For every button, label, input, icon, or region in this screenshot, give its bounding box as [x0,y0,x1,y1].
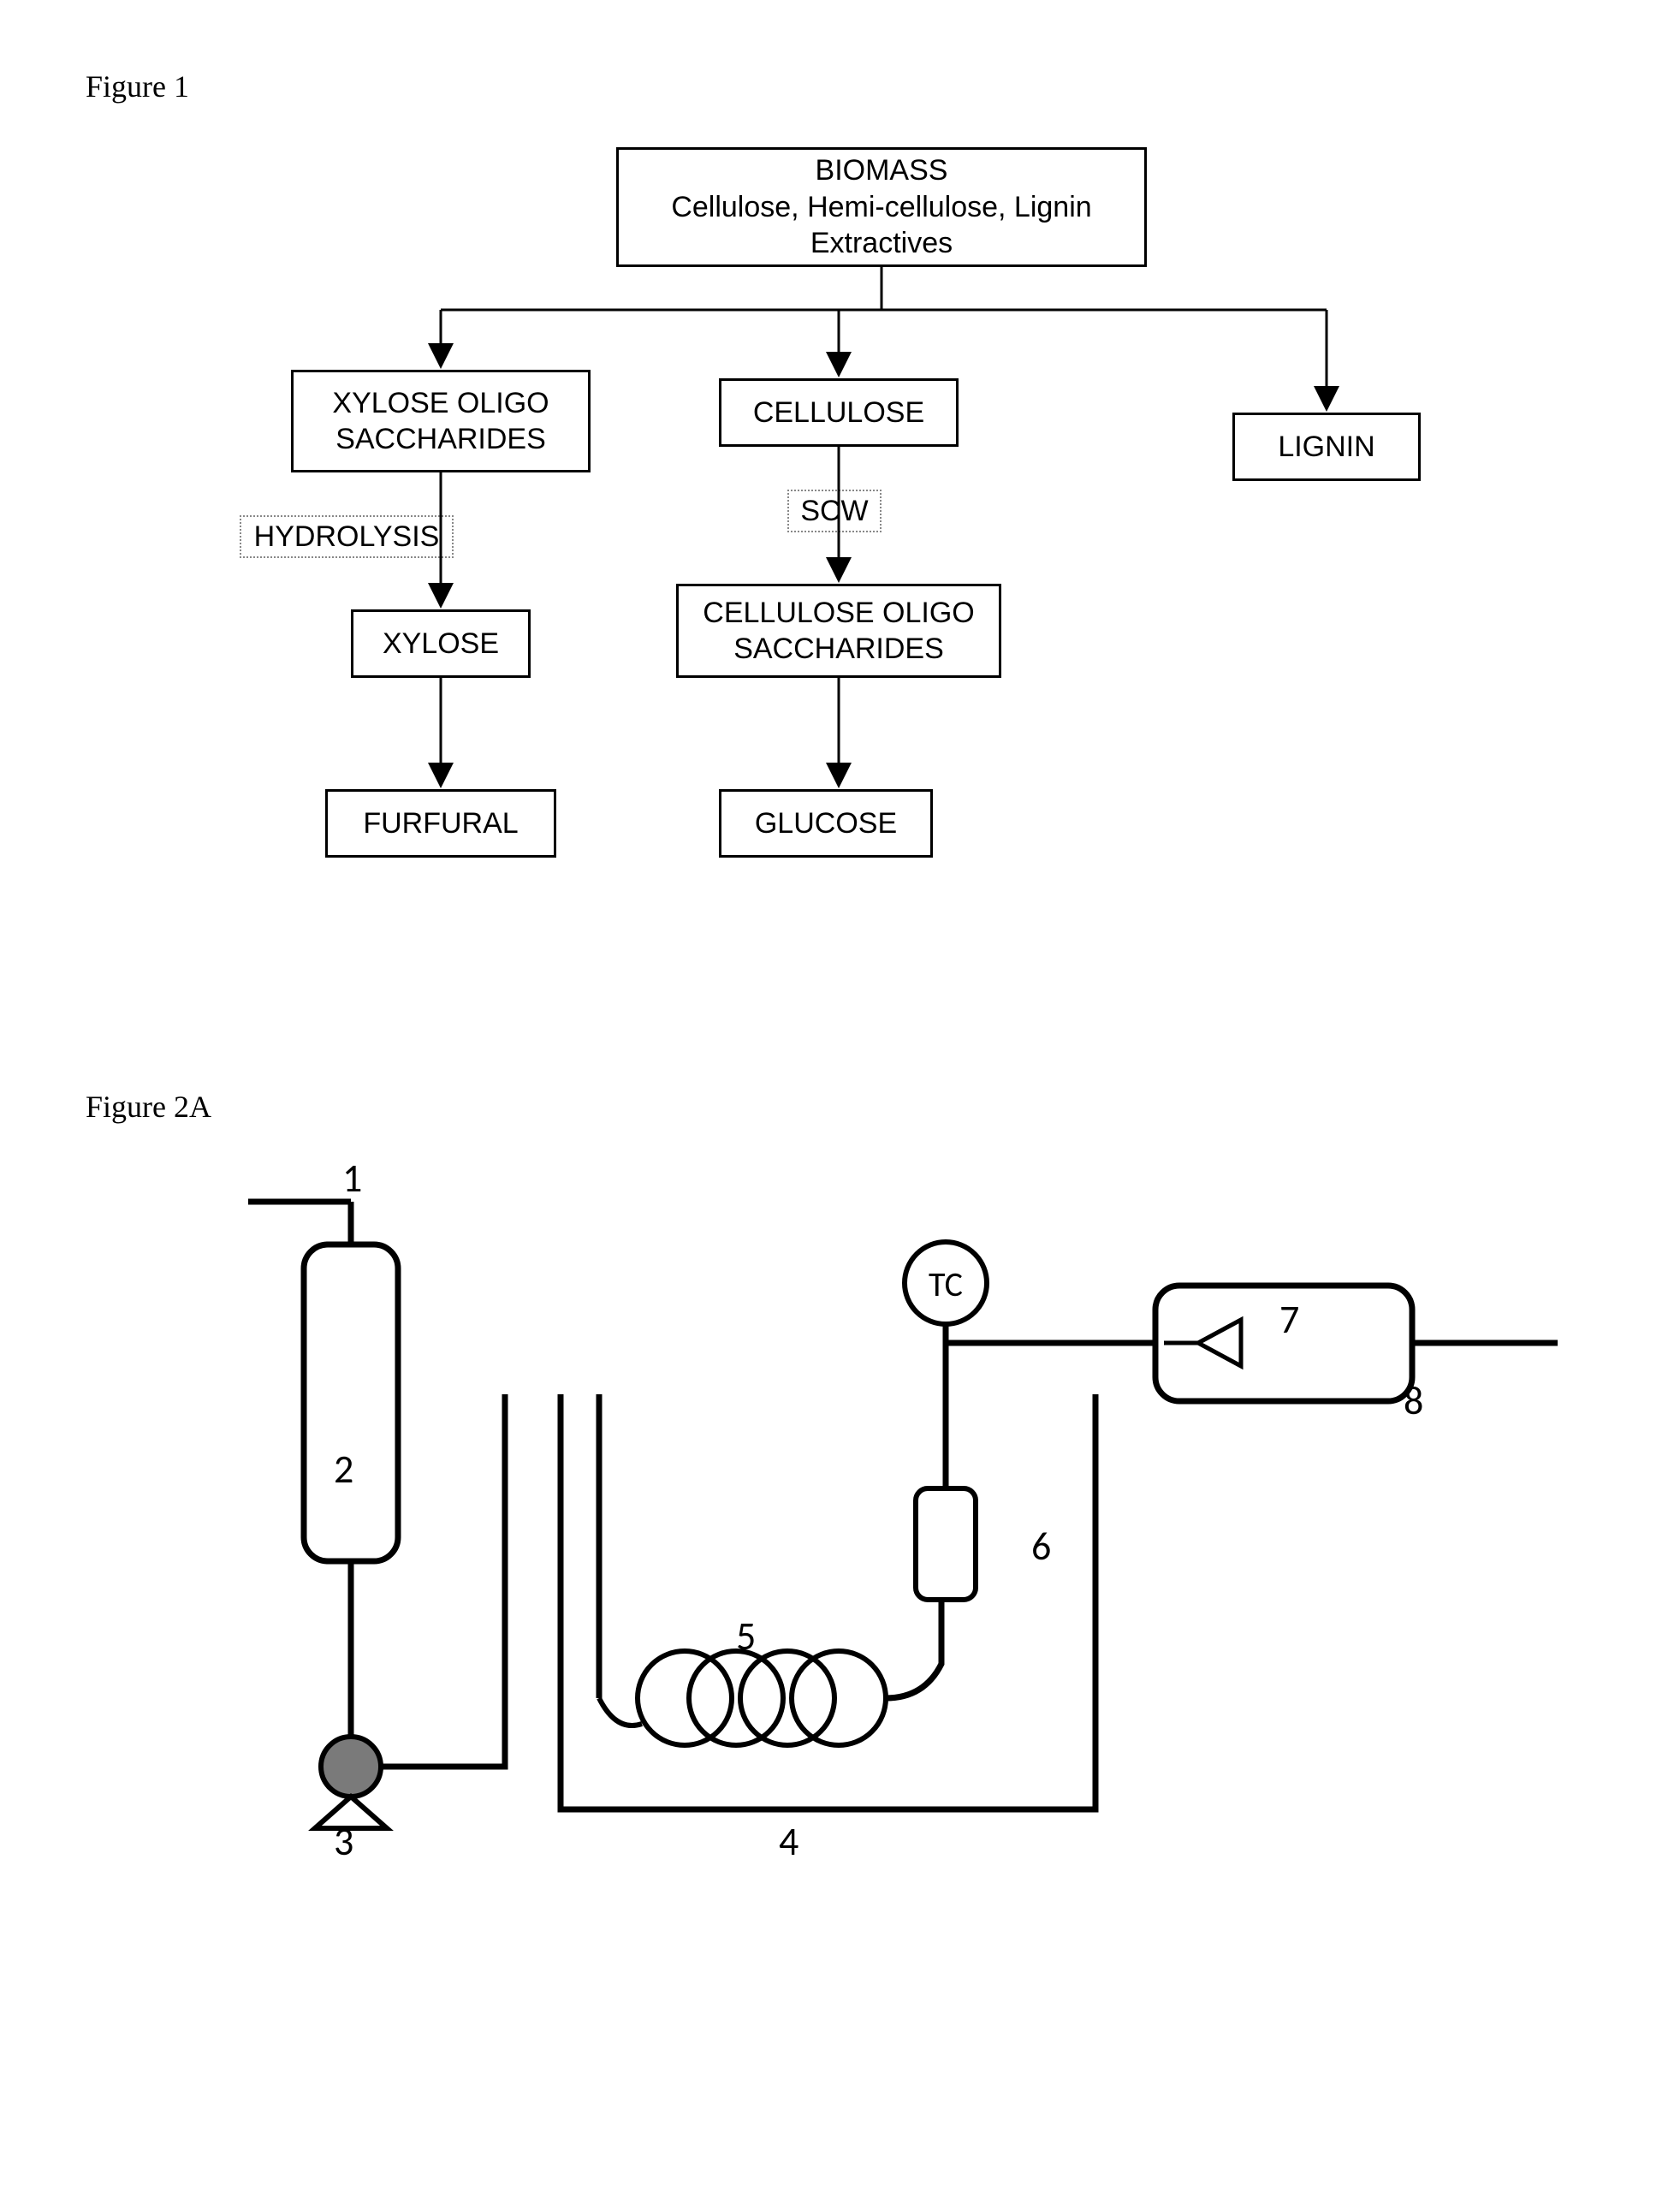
box-lignin: LIGNIN [1232,413,1421,481]
figure-2a-svg: TC [86,1150,1592,1921]
label-8: 8 [1404,1377,1423,1425]
label-6: 6 [1031,1523,1051,1571]
box-xylose: XYLOSE [351,609,531,678]
label-4: 4 [779,1818,798,1866]
label-7: 7 [1279,1296,1299,1344]
tc-text: TC [929,1263,963,1305]
box-xylose-oligo: XYLOSE OLIGO SACCHARIDES [291,370,591,472]
box-biomass-line3: Extractives [810,225,953,262]
box-glucose-line1: GLUCOSE [755,805,897,842]
box-furfural-line1: FURFURAL [363,805,518,842]
figure-1-label: Figure 1 [86,68,1594,104]
label-scw: SCW [787,490,882,532]
box-lignin-line1: LIGNIN [1278,429,1374,466]
box-cellulose-oligo: CELLULOSE OLIGO SACCHARIDES [676,584,1001,678]
box-cellulose: CELLULOSE [719,378,959,447]
box-cellulose-oligo-line2: SACCHARIDES [733,631,944,668]
box-xylose-oligo-line1: XYLOSE OLIGO [332,385,549,422]
box-furfural: FURFURAL [325,789,556,858]
label-1: 1 [342,1155,362,1203]
label-scw-text: SCW [800,495,868,528]
label-hydrolysis: HYDROLYSIS [240,515,454,558]
box-cellulose-oligo-line1: CELLULOSE OLIGO [703,595,974,632]
box-biomass: BIOMASS Cellulose, Hemi-cellulose, Ligni… [616,147,1147,267]
label-5: 5 [736,1613,756,1660]
label-3: 3 [334,1818,353,1866]
box-cellulose-line1: CELLULOSE [753,395,924,431]
label-2: 2 [334,1446,353,1494]
figure-1-diagram: BIOMASS Cellulose, Hemi-cellulose, Ligni… [86,130,1592,986]
box-xylose-oligo-line2: SACCHARIDES [335,421,546,458]
label-hydrolysis-text: HYDROLYSIS [254,520,440,554]
box-biomass-line2: Cellulose, Hemi-cellulose, Lignin [671,189,1091,226]
box-xylose-line1: XYLOSE [383,626,499,662]
figure-2a-label: Figure 2A [86,1089,1594,1125]
box-glucose: GLUCOSE [719,789,933,858]
figure-2a-diagram: TC 1 2 3 4 5 6 7 8 [86,1150,1592,2092]
box-biomass-line1: BIOMASS [816,152,948,189]
